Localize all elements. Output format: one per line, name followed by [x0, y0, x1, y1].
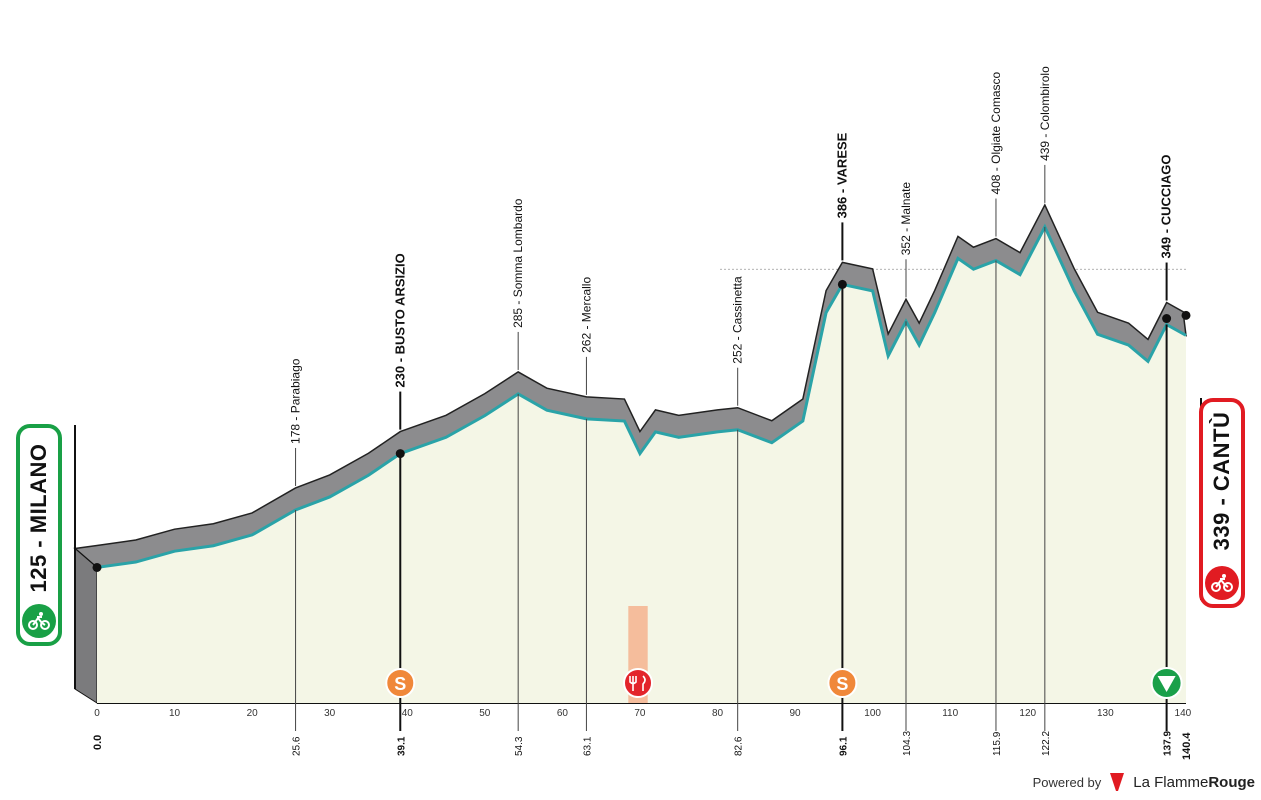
distance-tick-label: 70	[634, 708, 646, 719]
place-label: 230 - BUSTO ARSIZIO	[392, 253, 407, 387]
cyclist-icon	[22, 604, 56, 638]
sprint-letter: S	[394, 674, 406, 694]
powered-by: Powered by La FlammeRouge	[1033, 772, 1255, 792]
place-km-label: 104.3	[902, 731, 913, 756]
distance-tick-label: 80	[712, 708, 724, 719]
place-label: 352 - Malnate	[899, 182, 913, 256]
place-label: 408 - Olgiate Comasco	[989, 71, 1003, 194]
distance-tick-label: 60	[557, 708, 569, 719]
place-label: 386 - VARESE	[834, 132, 849, 218]
flamme-rouge-logo-icon	[1110, 773, 1125, 791]
last-km-dot	[1162, 314, 1172, 324]
profile-area-layer	[73, 203, 1187, 704]
distance-tick-label: 140	[1175, 708, 1192, 719]
finish-label: 339 - CANTÙ	[1209, 411, 1234, 551]
sprint-point-dot	[837, 279, 847, 289]
profile-side-wall	[74, 547, 98, 704]
start-label: 125 - MILANO	[26, 443, 51, 593]
finish-dot	[1181, 310, 1191, 320]
road-line	[96, 223, 1187, 569]
distance-tick-label: 40	[402, 708, 414, 719]
place-km-label: 122.2	[1041, 731, 1052, 756]
sprint-letter: S	[836, 674, 848, 694]
place-label: 178 - Parabiago	[289, 358, 303, 444]
start-km-label: 0.0	[92, 735, 104, 750]
place-label: 252 - Cassinetta	[731, 276, 745, 364]
place-km-label: 54.3	[514, 736, 525, 756]
distance-tick-label: 20	[247, 708, 259, 719]
place-label: 262 - Mercallo	[579, 277, 593, 353]
distance-tick-label: 30	[324, 708, 336, 719]
last-km-triangle	[1157, 676, 1176, 692]
powered-by-text: Powered by	[1032, 774, 1102, 790]
place-label: 349 - CUCCIAGO	[1159, 154, 1174, 258]
brand-name: La FlammeRouge	[1133, 773, 1255, 791]
sprint-point-dot	[395, 449, 405, 459]
feed-zone-icon	[623, 668, 654, 698]
distance-tick-label: 50	[479, 708, 491, 719]
distance-tick-label: 10	[169, 708, 181, 719]
sprint-icon	[827, 668, 858, 698]
place-km-label: 25.6	[292, 736, 303, 756]
place-km-label: 63.1	[582, 736, 593, 756]
distance-tick-label: 110	[942, 708, 958, 719]
start-dot	[92, 562, 102, 572]
place-km-label: 137.9	[1163, 731, 1174, 756]
fork-knife-glyph	[629, 675, 646, 691]
profile-ground-area	[97, 226, 1186, 703]
distance-tick-label: 120	[1019, 708, 1036, 719]
cyclist-mountain-icon	[1205, 566, 1239, 600]
place-km-label: 96.1	[838, 736, 849, 756]
distance-tick-label: 100	[864, 708, 881, 719]
place-km-label: 82.6	[734, 736, 745, 756]
place-label: 439 - Colombirolo	[1038, 66, 1052, 161]
place-label: 285 - Somma Lombardo	[511, 198, 525, 328]
place-km-label: 39.1	[396, 736, 407, 756]
start-badge: 125 - MILANO	[16, 424, 62, 646]
distance-tick-label: 130	[1097, 708, 1114, 719]
distance-tick-label: 0	[94, 708, 100, 719]
distance-tick-label: 90	[790, 708, 802, 719]
sprint-icon	[385, 668, 416, 698]
place-km-label: 115.9	[992, 731, 1003, 756]
finish-km-label: 140.4	[1181, 732, 1193, 760]
finish-badge: 339 - CANTÙ	[1199, 398, 1245, 608]
